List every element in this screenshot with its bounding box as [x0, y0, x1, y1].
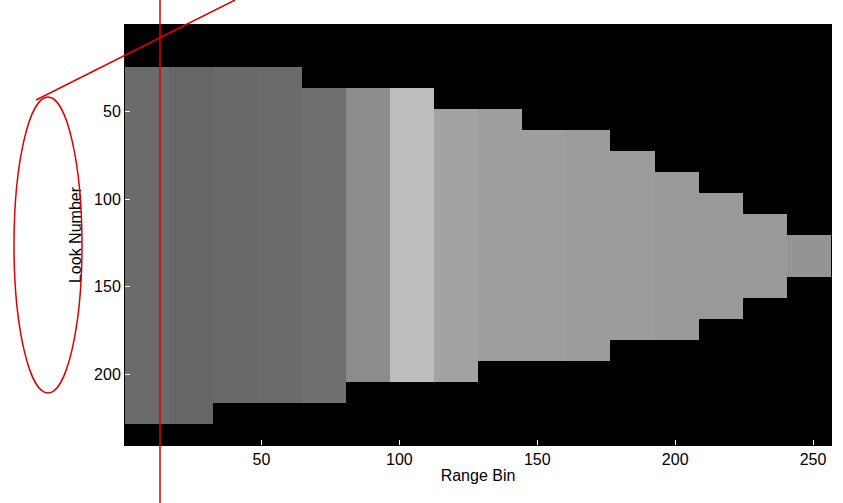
svg-text:Range Bin: Range Bin — [441, 467, 516, 484]
svg-text:100: 100 — [94, 191, 121, 208]
svg-text:100: 100 — [386, 451, 413, 468]
svg-text:250: 250 — [800, 451, 827, 468]
svg-text:150: 150 — [524, 451, 551, 468]
svg-text:200: 200 — [662, 451, 689, 468]
svg-text:150: 150 — [94, 278, 121, 295]
svg-text:50: 50 — [103, 103, 121, 120]
svg-text:200: 200 — [94, 366, 121, 383]
svg-text:Look Number: Look Number — [67, 186, 84, 283]
svg-text:50: 50 — [253, 451, 271, 468]
